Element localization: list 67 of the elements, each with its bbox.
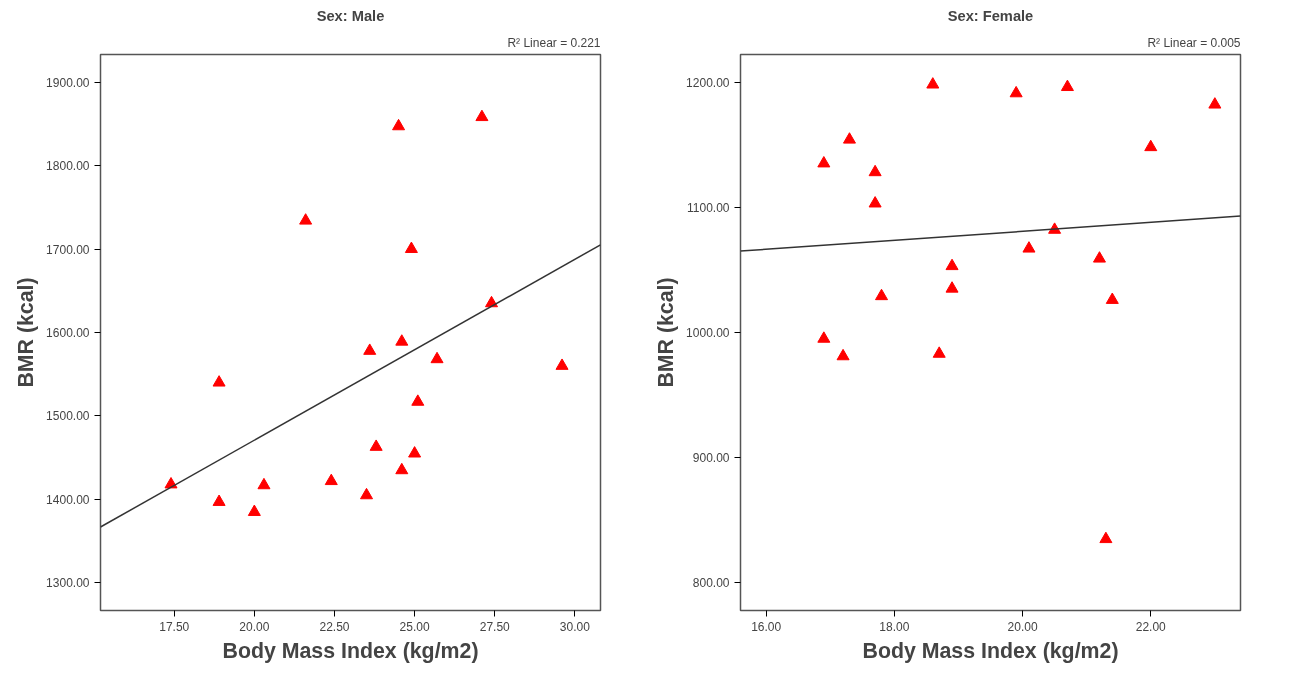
point [257, 477, 271, 490]
y-tick-label: 1400.00 [46, 492, 90, 507]
point [395, 462, 409, 475]
y-tick-label: 1300.00 [46, 576, 90, 591]
point [1144, 139, 1158, 152]
point [1009, 85, 1023, 98]
y-axis-title: BMR (kcal) [14, 277, 39, 388]
point [842, 132, 856, 144]
y-tick-label: 900.00 [692, 451, 730, 466]
point [408, 446, 422, 458]
point [836, 348, 850, 361]
point [1022, 241, 1036, 253]
point [404, 241, 418, 253]
point [212, 375, 226, 387]
point [411, 394, 425, 406]
point [1105, 292, 1119, 304]
y-tick-label: 1800.00 [46, 159, 90, 174]
text: R² Linear = 0.221 [507, 35, 601, 50]
x-tick-label: 16.00 [751, 619, 782, 634]
point [817, 156, 831, 168]
y-axis-title: BMR (kcal) [654, 277, 679, 388]
point [1060, 79, 1074, 92]
point [247, 504, 261, 516]
y-tick-label: 1700.00 [46, 242, 90, 257]
point [324, 473, 338, 486]
x-tick-label: 27.50 [479, 619, 511, 634]
chart-title: Sex: Male [316, 7, 385, 24]
point [430, 351, 444, 364]
point [1208, 97, 1222, 109]
point [868, 196, 882, 208]
point [299, 213, 313, 225]
text: R² Linear = 0.005 [1147, 35, 1241, 50]
x-tick-label: 20.00 [1007, 619, 1038, 634]
point [1092, 251, 1106, 263]
point [363, 343, 377, 355]
x-tick-label: 20.00 [239, 619, 270, 634]
point [395, 334, 409, 346]
point [926, 77, 940, 89]
point [875, 288, 889, 301]
y-tick-label: 1600.00 [46, 326, 90, 340]
point [212, 494, 226, 506]
point [369, 439, 383, 451]
point [945, 258, 959, 271]
point [932, 346, 946, 358]
x-tick-label: 18.00 [879, 619, 910, 634]
chart-title: Sex: Female [947, 7, 1034, 24]
point [360, 487, 374, 500]
point [555, 358, 569, 370]
point [945, 281, 959, 293]
x-tick-label: 30.00 [559, 619, 591, 634]
x-tick-label: 25.00 [399, 619, 430, 634]
y-tick-label: 1000.00 [686, 326, 730, 340]
y-tick-label: 1500.00 [46, 409, 90, 424]
point [1099, 531, 1113, 544]
x-tick-label: 17.50 [159, 619, 190, 634]
x-tick-label: 22.00 [1135, 619, 1167, 634]
y-tick-label: 1900.00 [46, 75, 90, 90]
point [392, 118, 406, 131]
x-axis-title: Body Mass Index (kg/m2) [222, 638, 479, 663]
y-tick-label: 1200.00 [686, 75, 730, 90]
point [868, 164, 882, 177]
x-tick-label: 22.50 [319, 619, 350, 634]
point [817, 331, 831, 343]
y-tick-label: 1100.00 [687, 200, 730, 215]
y-tick-label: 800.00 [692, 576, 730, 591]
x-axis-title: Body Mass Index (kg/m2) [862, 638, 1119, 663]
point [475, 109, 489, 122]
